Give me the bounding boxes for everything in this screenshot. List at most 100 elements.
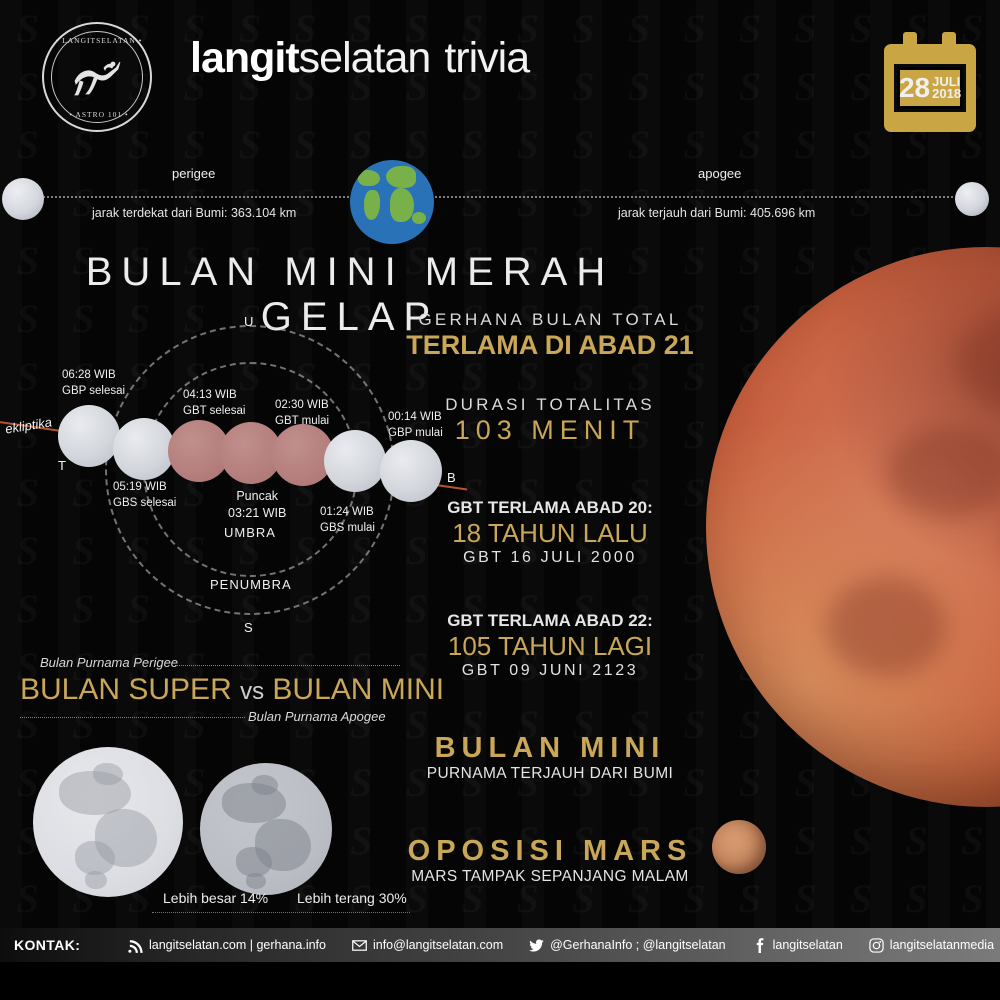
mars-sub: MARS TAMPAK SEPANJANG MALAM <box>411 868 689 885</box>
duration-value: 103 MENIT <box>454 415 646 445</box>
abad20-value: 18 TAHUN LALU <box>452 518 648 548</box>
diagram-moon-gbp-mulai <box>380 440 442 502</box>
header: • LANGITSELATAN • • ASTRO 101 • langitse… <box>0 0 1000 150</box>
calendar-icon: 28 JULI 2018 <box>884 32 976 132</box>
contact-text: langitselatanmedia <box>889 938 995 952</box>
apogee-label: apogee <box>698 166 742 181</box>
contact-footer: KONTAK: langitselatan.com | gerhana.info… <box>0 928 1000 962</box>
bulanmini-sub: PURNAMA TERJAUH DARI BUMI <box>426 765 674 782</box>
phase-label-gbs-mulai: 01:24 WIB GBS mulai <box>320 505 375 536</box>
phase-time: 05:19 WIB <box>113 481 167 493</box>
super-moon-caption: Bulan Purnama Perigee <box>40 655 179 670</box>
abad22-sub: GBT 09 JUNI 2123 <box>461 662 639 679</box>
footer-bottom-bar <box>0 962 1000 1000</box>
cardinal-west-label: T <box>58 458 66 473</box>
rss-icon <box>128 939 143 953</box>
compare-note-size: Lebih besar 14% <box>163 890 269 906</box>
peak-label-group: Puncak 03:21 WIB <box>228 488 286 522</box>
orbit-distance-band: perigee jarak terdekat dari Bumi: 363.10… <box>0 160 1000 245</box>
headline-kicker: GERHANA BULAN TOTAL <box>418 310 682 329</box>
supermoon-disc <box>33 747 183 897</box>
phase-event: GBP selesai <box>62 384 126 397</box>
bulanmini-title: BULAN MINI <box>434 732 666 764</box>
instagram-icon <box>869 937 884 953</box>
phase-label-gbp-selesai: 06:28 WIB GBP selesai <box>62 368 125 399</box>
diagram-moon-gbp-selesai <box>58 405 120 467</box>
moon-icon-apogee <box>955 182 989 216</box>
diagram-moon-gbt-selesai <box>168 420 230 482</box>
kontak-label: KONTAK: <box>14 937 81 953</box>
phase-time: 00:14 WIB <box>388 411 442 423</box>
phase-event: GBS mulai <box>320 521 375 534</box>
sagittarius-centaur-icon <box>74 61 121 96</box>
contact-text: info@langitselatan.com <box>372 938 504 952</box>
diagram-moon-gbs-selesai <box>113 418 175 480</box>
page-title: langitselatan trivia <box>190 34 530 83</box>
diagram-moon-gbs-mulai <box>324 430 386 492</box>
perigee-sub: jarak terdekat dari Bumi: 363.104 km <box>92 206 297 220</box>
ecliptic-label: ekliptika <box>4 414 53 437</box>
mars-planet-icon <box>712 820 766 874</box>
brand-part-3: trivia <box>444 34 530 82</box>
mini-moon-caption: Bulan Purnama Apogee <box>248 709 386 724</box>
contact-item-instagram[interactable]: langitselatanmedia <box>869 937 995 953</box>
stat-abad22: GBT TERLAMA ABAD 22: 105 TAHUN LAGI GBT … <box>400 611 700 680</box>
contact-item-twitter[interactable]: @GerhanaInfo ; @langitselatan <box>529 938 726 953</box>
phase-time: 04:13 WIB <box>183 389 237 401</box>
contact-item-website[interactable]: langitselatan.com | gerhana.info <box>128 938 326 953</box>
phase-time: 02:30 WIB <box>275 399 329 411</box>
eclipse-path-diagram: U S T B ekliptika 06:28 WIB GBP selesai … <box>0 300 470 650</box>
logo-badge: • LANGITSELATAN • • ASTRO 101 • <box>42 22 152 132</box>
main-headline: BULAN MINI MERAH GELAP <box>85 250 615 339</box>
moon-icon-perigee <box>2 178 44 220</box>
stat-duration: DURASI TOTALITAS 103 MENIT <box>400 395 700 446</box>
headline-gold: TERLAMA DI ABAD 21 <box>406 330 694 360</box>
cardinal-north-label: U <box>244 314 254 329</box>
compare-title: BULAN SUPER vs BULAN MINI <box>20 673 444 707</box>
diagram-moon-gbt-mulai <box>272 424 334 486</box>
total-eclipse-red-moon <box>706 247 1000 807</box>
duration-kicker: DURASI TOTALITAS <box>445 395 655 414</box>
abad22-head: GBT TERLAMA ABAD 22: <box>447 611 653 630</box>
brand-part-1: langit <box>190 34 300 82</box>
compare-title-left: BULAN SUPER <box>20 673 232 706</box>
caption-rule-bottom <box>20 717 245 718</box>
stats-column: GERHANA BULAN TOTAL TERLAMA DI ABAD 21 D… <box>400 310 700 890</box>
phase-event: GBS selesai <box>113 496 177 509</box>
minimoon-disc <box>200 763 332 895</box>
brand-part-2: selatan <box>298 34 432 82</box>
apogee-sub: jarak terjauh dari Bumi: 405.696 km <box>618 206 816 220</box>
compare-title-vs: vs <box>240 678 265 705</box>
stat-headline: GERHANA BULAN TOTAL TERLAMA DI ABAD 21 <box>400 310 700 361</box>
peak-time: 03:21 WIB <box>228 505 287 520</box>
facebook-icon <box>756 937 764 953</box>
contact-text: @GerhanaInfo ; @langitselatan <box>550 938 726 952</box>
calendar-month: JULI <box>932 73 961 89</box>
compare-note-rule <box>152 912 410 913</box>
logo-bottom-text: • ASTRO 101 • <box>69 110 129 119</box>
logo-top-text: • LANGITSELATAN • <box>55 36 143 45</box>
logo-inner-ring <box>51 31 143 123</box>
twitter-icon <box>529 938 544 951</box>
phase-time: 06:28 WIB <box>62 369 116 381</box>
caption-rule-top <box>175 665 400 666</box>
contact-item-facebook[interactable]: langitselatan <box>752 937 843 953</box>
cardinal-east-label: B <box>447 470 456 485</box>
mars-title: OPOSISI MARS <box>407 835 693 867</box>
stat-bulan-mini: BULAN MINI PURNAMA TERJAUH DARI BUMI <box>400 732 700 783</box>
perigee-label: perigee <box>172 166 216 181</box>
umbra-label: UMBRA <box>224 525 276 540</box>
cardinal-south-label: S <box>244 620 253 635</box>
calendar-month-year: JULI 2018 <box>932 73 961 101</box>
phase-label-gbs-selesai: 05:19 WIB GBS selesai <box>113 480 176 511</box>
phase-label-gbt-selesai: 04:13 WIB GBT selesai <box>183 388 245 419</box>
phase-label-gbp-mulai: 00:14 WIB GBP mulai <box>388 410 443 441</box>
abad22-value: 105 TAHUN LAGI <box>447 631 653 661</box>
stat-abad20: GBT TERLAMA ABAD 20: 18 TAHUN LALU GBT 1… <box>400 498 700 567</box>
peak-label: Puncak <box>236 489 279 503</box>
orbit-dotted-line <box>40 196 960 198</box>
contact-item-email[interactable]: info@langitselatan.com <box>352 938 503 953</box>
phase-event: GBT selesai <box>183 404 246 417</box>
phase-label-gbt-mulai: 02:30 WIB GBT mulai <box>275 398 329 429</box>
calendar-day: 28 <box>898 72 931 103</box>
